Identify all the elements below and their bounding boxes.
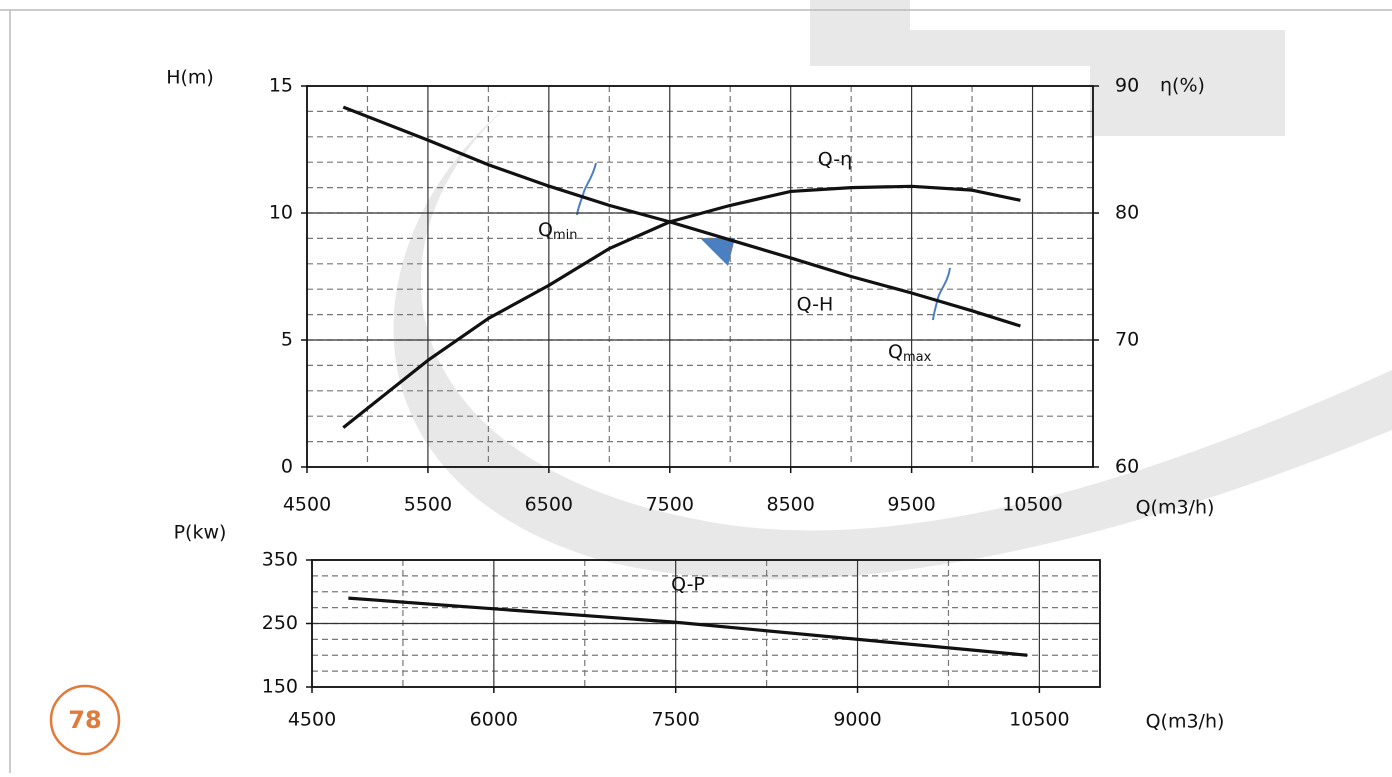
- series-line: [348, 596, 1028, 657]
- y2-axis-label: η(%): [1160, 75, 1205, 97]
- x-tick-label: 4500: [288, 709, 336, 731]
- annotation-sub: max: [903, 350, 932, 365]
- series-label: Q-H: [797, 294, 834, 316]
- decor: [576, 162, 951, 321]
- y-tick-label: 10: [269, 202, 293, 224]
- series-label: Q-η: [818, 149, 852, 171]
- x-tick-label: 10500: [1009, 709, 1069, 731]
- x-tick-label: 6000: [470, 709, 518, 731]
- series-label: Q-P: [671, 574, 705, 596]
- series-line: [342, 105, 1021, 328]
- annotation-main: Q: [538, 219, 553, 241]
- x-tick-label: 5500: [404, 494, 452, 516]
- annotation: Qmax: [888, 341, 932, 365]
- y2-tick-label: 90: [1115, 75, 1139, 97]
- x-axis-label: Q(m3/h): [1146, 711, 1225, 733]
- y-tick-label: 15: [269, 75, 293, 97]
- x-tick-label: 10500: [1002, 494, 1062, 516]
- y-tick-label: 5: [281, 329, 293, 351]
- y-axis-label: H(m): [166, 67, 214, 89]
- y-tick-label: 350: [262, 549, 298, 571]
- y-tick-label: 0: [281, 456, 293, 478]
- x-tick-label: 9500: [887, 494, 935, 516]
- annotation-sub: min: [553, 228, 578, 243]
- x-tick-label: 6500: [525, 494, 573, 516]
- x-tick-label: 4500: [283, 494, 331, 516]
- x-tick-label: 7500: [646, 494, 694, 516]
- x-tick-label: 8500: [767, 494, 815, 516]
- annotation: Qmin: [538, 219, 577, 243]
- y-tick-label: 150: [262, 676, 298, 698]
- y-tick-label: 250: [262, 612, 298, 634]
- x-tick-label: 7500: [652, 709, 700, 731]
- y2-tick-label: 80: [1115, 202, 1139, 224]
- x-axis-label: Q(m3/h): [1136, 497, 1215, 519]
- plot-frame: [311, 559, 1101, 688]
- y2-tick-label: 70: [1115, 329, 1139, 351]
- series-line: [342, 184, 1021, 429]
- y2-tick-label: 60: [1115, 456, 1139, 478]
- page-badge: [49, 684, 121, 756]
- watermark: [393, 0, 1392, 580]
- direction-arrow: [700, 238, 735, 266]
- x-tick-label: 9000: [833, 709, 881, 731]
- page-number: 78: [68, 706, 101, 734]
- plot-frame: [306, 85, 1094, 468]
- y-axis-label: P(kw): [174, 522, 227, 544]
- annotation-main: Q: [888, 341, 903, 363]
